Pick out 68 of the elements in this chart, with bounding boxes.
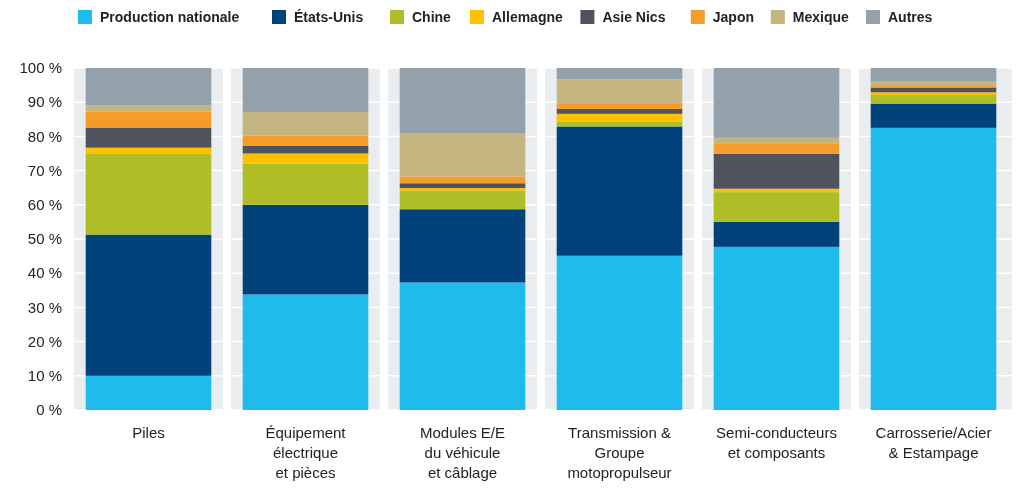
y-tick-label: 60 %: [27, 196, 62, 214]
x-tick-label: Modules E/E du véhicule et câblage: [419, 424, 506, 481]
y-tick-label: 90 %: [27, 93, 62, 111]
bar: [870, 103, 997, 128]
bar: [713, 153, 840, 189]
bar: [713, 143, 840, 154]
bar: [870, 127, 997, 410]
bar: [713, 246, 840, 410]
bar: [399, 176, 526, 184]
bar: [242, 68, 369, 113]
bar: [85, 105, 212, 112]
bar: [242, 145, 369, 154]
bar: [556, 113, 683, 122]
legend-label: Asie Nics: [602, 8, 666, 25]
legend-label: Production nationale: [100, 8, 240, 25]
bar: [242, 204, 369, 295]
x-tick-label: Transmission & Groupe motopropulseur: [567, 424, 672, 481]
legend-label: Japon: [712, 8, 755, 25]
bar: [713, 68, 840, 138]
legend-label: Chine: [412, 8, 452, 25]
bar: [85, 147, 212, 154]
x-tick-label: Carrosserie/Acier & Estampage: [875, 424, 992, 461]
y-tick-label: 30 %: [27, 298, 62, 316]
bar: [556, 109, 683, 114]
bar: [242, 153, 369, 164]
x-tick-label: Piles: [132, 424, 165, 441]
bar: [85, 375, 212, 410]
bar: [242, 112, 369, 136]
x-tick-label: Semi-conducteurs et composants: [716, 424, 837, 461]
legend-label: Allemagne: [492, 8, 564, 25]
bar: [713, 221, 840, 247]
y-tick-label: 10 %: [27, 367, 62, 385]
bar: [242, 163, 369, 205]
y-tick-label: 70 %: [27, 161, 62, 179]
bar: [85, 111, 212, 128]
legend-label: Mexique: [792, 8, 850, 25]
bar: [399, 132, 526, 177]
bar: [242, 135, 369, 146]
bar: [870, 92, 997, 96]
bar: [556, 126, 683, 256]
bar: [870, 87, 997, 93]
y-tick-label: 100 %: [19, 59, 62, 77]
bar: [399, 282, 526, 410]
x-tick-label: Équipement électrique et pièces: [265, 424, 347, 481]
legend-label: Autres: [888, 8, 933, 25]
bar: [556, 255, 683, 410]
y-tick-label: 80 %: [27, 127, 62, 145]
bar: [399, 190, 526, 210]
bar: [242, 294, 369, 410]
bar: [556, 103, 683, 110]
bar: [85, 153, 212, 235]
bar: [85, 68, 212, 106]
y-tick-label: 50 %: [27, 230, 62, 248]
bar: [399, 68, 526, 133]
bar: [85, 127, 212, 148]
bar: [556, 68, 683, 80]
bar: [870, 68, 997, 82]
y-tick-label: 20 %: [27, 332, 62, 350]
y-tick-label: 40 %: [27, 264, 62, 282]
bar: [399, 183, 526, 189]
legend-label: États-Unis: [294, 8, 364, 25]
bar: [713, 192, 840, 222]
bar: [870, 95, 997, 104]
bar: [399, 209, 526, 283]
bar: [85, 234, 212, 376]
bar: [556, 79, 683, 104]
bar: [713, 137, 840, 144]
y-tick-label: 0 %: [36, 401, 62, 419]
